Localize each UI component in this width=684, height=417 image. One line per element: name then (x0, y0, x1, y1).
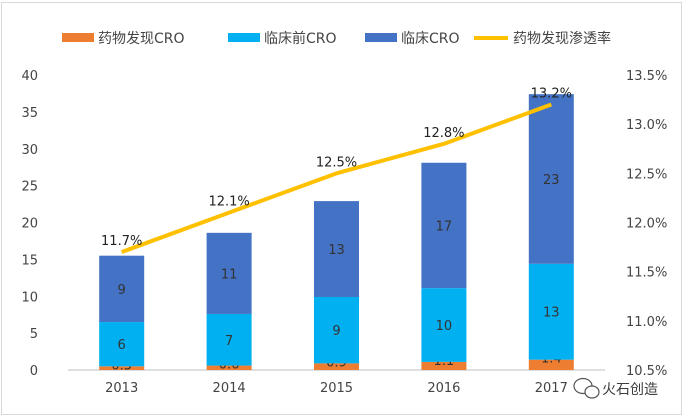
bar-药物发现CRO-2015 (314, 363, 359, 370)
penetration-data-label: 12.5% (316, 155, 357, 170)
bar-value-label: 9 (118, 283, 126, 298)
bar-value-label: 7 (225, 334, 233, 349)
y-left-tick-label: 0 (30, 364, 38, 379)
y-right-tick-label: 12.0% (626, 217, 667, 232)
y-right-tick-label: 10.5% (626, 364, 667, 379)
bar-临床CRO-2017 (528, 94, 574, 264)
y-right-tick-label: 13.0% (626, 118, 667, 133)
bar-value-label: 10 (436, 319, 453, 334)
watermark (573, 377, 600, 399)
wechat-bubble-icon (584, 385, 600, 399)
bar-药物发现CRO-2017 (528, 359, 574, 370)
bar-value-label: 13 (328, 243, 345, 258)
x-tick-label: 2015 (320, 381, 353, 396)
bar-药物发现CRO-2013 (99, 366, 145, 370)
y-left-tick-label: 35 (21, 106, 38, 121)
penetration-data-label: 11.7% (101, 234, 142, 249)
y-right-tick-label: 11.0% (626, 315, 667, 330)
legend-label-1: 临床前CRO (264, 30, 337, 47)
bar-临床前CRO-2016 (421, 288, 467, 362)
y-right-tick-label: 12.5% (626, 167, 667, 182)
bar-药物发现CRO-2016 (421, 361, 467, 370)
bar-value-label: 23 (543, 173, 560, 188)
x-tick-label: 2014 (213, 381, 246, 396)
bar-临床前CRO-2014 (206, 313, 252, 366)
y-left-tick-label: 30 (21, 143, 38, 158)
watermark-label: 火石创造 (602, 382, 658, 398)
bar-value-label: 11 (221, 267, 238, 282)
y-left-tick-label: 15 (21, 253, 38, 268)
bar-临床CRO-2013 (99, 255, 145, 323)
x-tick-label: 2016 (427, 381, 460, 396)
bar-药物发现CRO-2014 (206, 365, 252, 370)
legend-swatch-2 (365, 33, 397, 42)
x-tick-label: 2013 (105, 381, 138, 396)
penetration-data-label: 12.1% (208, 195, 249, 210)
y-left-tick-label: 25 (21, 180, 38, 195)
legend-swatch-0 (62, 33, 94, 42)
y-left-tick-label: 10 (21, 290, 38, 305)
y-right-tick-label: 13.5% (626, 69, 667, 84)
legend-label-0: 药物发现CRO (98, 31, 185, 47)
bar-临床CRO-2014 (206, 232, 252, 314)
bar-临床前CRO-2015 (314, 296, 359, 364)
bar-value-label: 6 (118, 338, 126, 353)
legend-label-2: 临床CRO (401, 31, 460, 47)
bar-临床CRO-2016 (421, 162, 467, 289)
penetration-data-label: 12.8% (423, 126, 464, 141)
legend-label-3: 药物发现渗透率 (513, 30, 611, 47)
bar-value-label: 9 (332, 324, 340, 339)
y-left-tick-label: 40 (21, 69, 38, 84)
legend-swatch-1 (228, 33, 260, 42)
y-left-tick-label: 5 (30, 327, 38, 342)
bar-临床前CRO-2017 (528, 263, 574, 360)
y-right-tick-label: 11.5% (626, 266, 667, 281)
bar-临床CRO-2015 (314, 201, 359, 297)
bar-value-label: 13 (543, 306, 560, 321)
penetration-data-label: 13.2% (531, 87, 572, 102)
y-left-tick-label: 20 (21, 217, 38, 232)
bar-临床前CRO-2013 (99, 322, 145, 367)
x-tick-label: 2017 (535, 381, 568, 396)
bar-value-label: 17 (436, 219, 453, 234)
